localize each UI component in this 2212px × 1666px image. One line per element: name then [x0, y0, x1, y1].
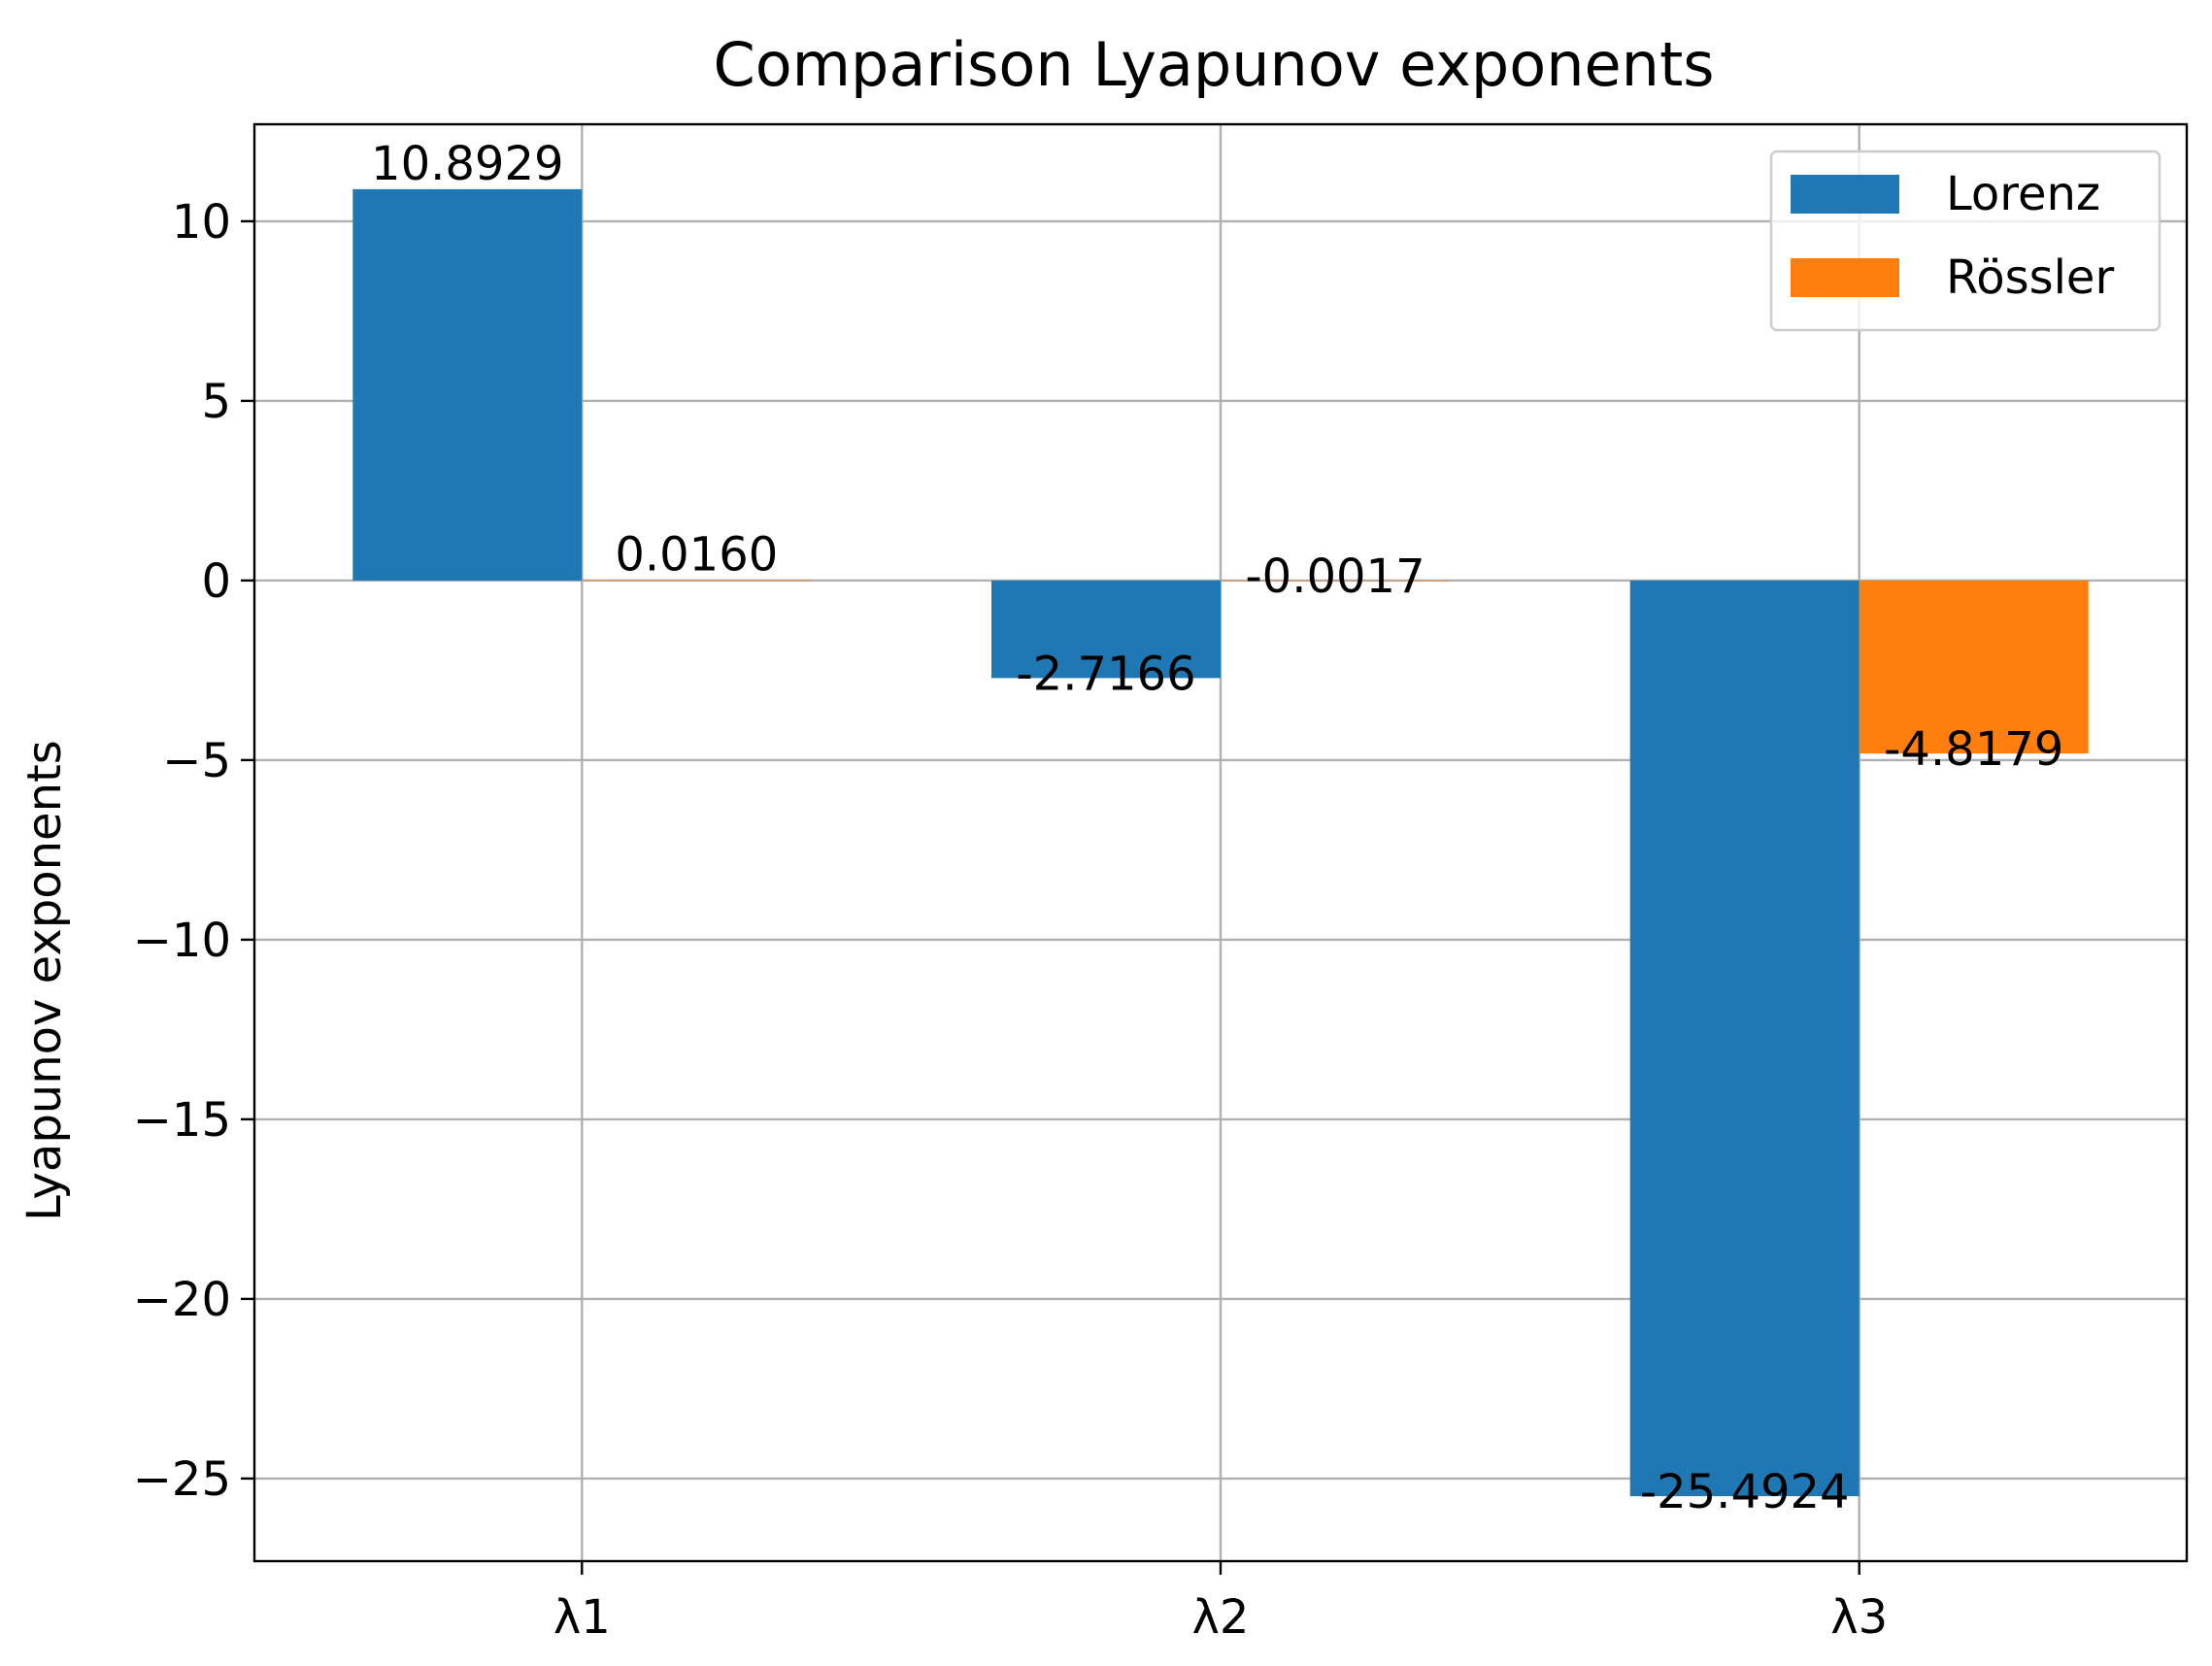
legend: Lorenz Rössler — [1769, 150, 2162, 332]
legend-swatch — [1791, 175, 1899, 214]
data-label: -2.7166 — [1016, 647, 1195, 701]
x-tick-label: λ1 — [553, 1590, 611, 1645]
axis-ticks: 10 5 0 −5 −10 −15 −20 −25 λ1 λ2 λ3 — [133, 195, 1888, 1645]
x-tick-label: λ3 — [1830, 1590, 1888, 1645]
y-tick-label: −5 — [162, 734, 231, 788]
y-axis-label: Lyapunov exponents — [17, 740, 72, 1221]
chart-title: Comparison Lyapunov exponents — [713, 29, 1714, 100]
bar-rssler-1 — [582, 580, 812, 581]
legend-label: Lorenz — [1946, 167, 2100, 221]
bar-lorenz-1 — [352, 188, 583, 581]
bars — [352, 188, 2089, 1497]
legend-label: Rössler — [1946, 250, 2114, 305]
x-tick-label: λ2 — [1192, 1590, 1250, 1645]
data-label: 0.0160 — [615, 527, 778, 582]
y-tick-label: 10 — [172, 195, 231, 250]
y-tick-label: −15 — [133, 1093, 231, 1148]
y-tick-label: −10 — [133, 914, 231, 968]
data-label: -25.4924 — [1640, 1465, 1850, 1519]
y-tick-label: 0 — [201, 554, 231, 609]
y-tick-label: 5 — [201, 375, 231, 429]
bar-lorenz-2 — [991, 580, 1221, 679]
bar-rssler-3 — [1859, 580, 2089, 754]
data-label: -0.0017 — [1245, 550, 1424, 604]
data-label: -4.8179 — [1884, 722, 2063, 777]
legend-swatch — [1791, 258, 1899, 297]
y-tick-label: −20 — [133, 1273, 231, 1327]
data-label: 10.8929 — [371, 137, 564, 191]
bar-rssler-2 — [1221, 580, 1450, 582]
data-labels: 10.8929 -2.7166 -25.4924 0.0160 -0.0017 -4.81… — [371, 137, 2063, 1519]
y-tick-label: −25 — [133, 1452, 231, 1507]
bar-lorenz-3 — [1629, 580, 1860, 1497]
